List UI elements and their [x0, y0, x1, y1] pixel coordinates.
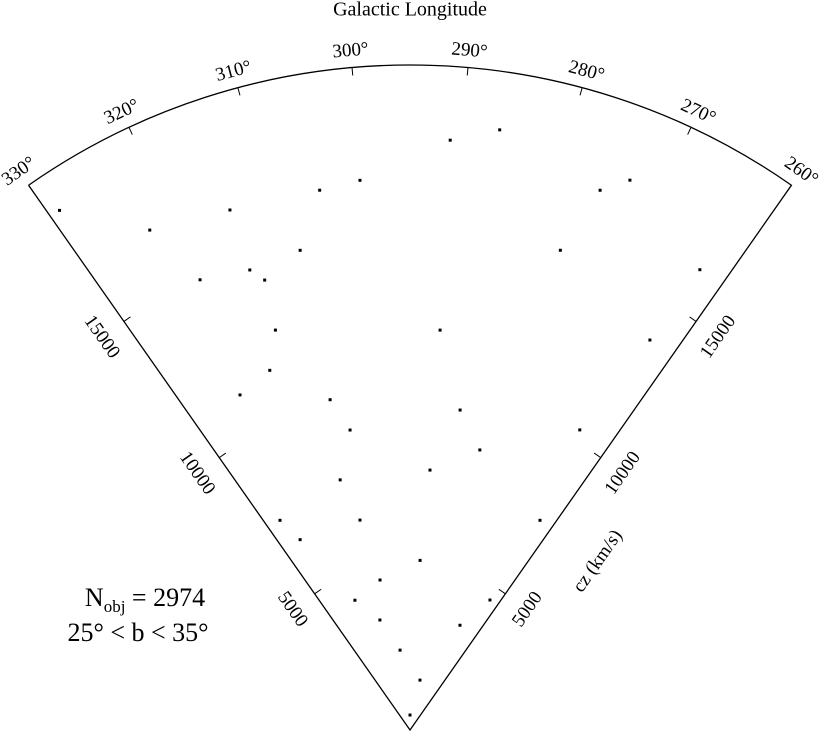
y-tick: [218, 452, 227, 459]
galaxy-point: [458, 623, 462, 627]
galaxy-point: [378, 618, 382, 622]
y-tick: [314, 588, 322, 595]
x-tick-label: 300°: [332, 38, 370, 62]
galaxy-point: [348, 428, 352, 432]
galaxy-point: [628, 178, 632, 182]
y-tick-label: 10000: [600, 448, 644, 499]
x-tick: [687, 127, 692, 135]
galaxy-point: [228, 208, 232, 212]
x-tick: [579, 87, 583, 96]
galaxy-point: [428, 468, 432, 472]
chart-title: Galactic Longitude: [333, 0, 487, 21]
galaxy-point: [198, 278, 202, 282]
galaxy-point: [378, 578, 382, 582]
galaxy-point: [478, 448, 482, 452]
galaxy-point: [318, 188, 322, 192]
galaxy-point: [298, 538, 302, 542]
galaxy-point: [148, 228, 152, 232]
galaxy-point: [498, 128, 502, 132]
x-tick-label: 290°: [451, 38, 489, 62]
y-tick: [593, 452, 602, 459]
y-tick-label: 5000: [273, 588, 312, 631]
annotation: 25° < b < 35°: [67, 618, 208, 647]
galaxy-point: [448, 138, 452, 142]
axis-label: cz (km/s): [569, 526, 627, 596]
galaxy-point: [558, 248, 562, 252]
galaxy-point: [328, 398, 332, 402]
galaxy-point: [538, 518, 542, 522]
galaxy-point: [358, 178, 362, 182]
x-tick: [128, 127, 133, 135]
x-tick: [466, 67, 469, 76]
galaxy-point: [398, 648, 402, 652]
galaxy-point: [238, 393, 242, 397]
galaxy-point: [248, 268, 252, 272]
galaxy-point: [488, 598, 492, 602]
galaxy-point: [598, 188, 602, 192]
galaxy-point: [58, 208, 62, 212]
y-tick-label: 10000: [175, 448, 219, 499]
galaxy-point: [298, 248, 302, 252]
y-tick-label: 15000: [80, 311, 124, 362]
y-tick: [123, 316, 131, 322]
galaxy-point: [353, 598, 357, 602]
x-tick-label: 330°: [0, 152, 40, 190]
galaxy-point: [268, 368, 272, 372]
y-tick-label: 15000: [696, 311, 740, 362]
wedge-frame: [28, 64, 793, 732]
galaxy-point: [418, 678, 422, 682]
galaxy-point: [263, 278, 267, 282]
x-tick: [237, 87, 241, 96]
annotation-sub: obj: [104, 597, 126, 616]
galaxy-point: [278, 518, 282, 522]
annotation-part: = 2974: [125, 583, 205, 612]
y-tick: [498, 588, 506, 595]
galaxy-point: [698, 268, 702, 272]
galaxy-point: [338, 478, 342, 482]
x-tick-label: 280°: [566, 56, 606, 86]
x-tick-label: 260°: [780, 152, 822, 190]
galaxy-point: [358, 518, 362, 522]
annotation: Nobj = 2974: [85, 583, 205, 616]
x-tick: [351, 67, 354, 76]
galaxy-point: [438, 328, 442, 332]
galaxy-point: [418, 558, 422, 562]
x-tick-label: 310°: [213, 56, 253, 86]
galaxy-point: [648, 338, 652, 342]
galaxy-point: [408, 713, 412, 717]
y-tick-label: 5000: [508, 588, 547, 631]
annotation-part: N: [85, 583, 104, 612]
y-tick: [689, 316, 697, 322]
galaxy-point: [458, 408, 462, 412]
galaxy-point: [273, 328, 277, 332]
x-tick: [28, 184, 34, 193]
galaxy-point: [578, 428, 582, 432]
x-tick: [786, 184, 792, 193]
